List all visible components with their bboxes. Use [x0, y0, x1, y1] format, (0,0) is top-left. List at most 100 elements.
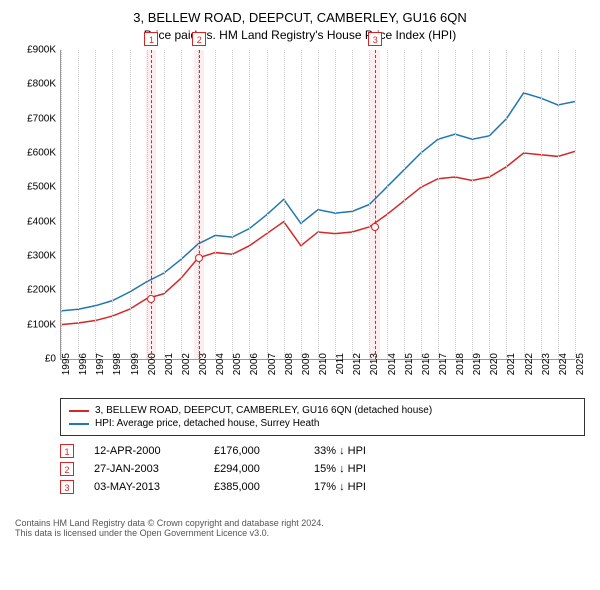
event-date: 12-APR-2000	[94, 445, 194, 457]
x-axis-tick: 2022	[524, 353, 535, 375]
event-date: 03-MAY-2013	[94, 481, 194, 493]
legend-label: 3, BELLEW ROAD, DEEPCUT, CAMBERLEY, GU16…	[95, 405, 432, 416]
legend-row: 3, BELLEW ROAD, DEEPCUT, CAMBERLEY, GU16…	[69, 405, 576, 416]
x-axis-tick: 2020	[489, 353, 500, 375]
legend-row: HPI: Average price, detached house, Surr…	[69, 418, 576, 429]
x-axis-tick: 2015	[404, 353, 415, 375]
x-axis-tick: 2012	[352, 353, 363, 375]
event-marker-dot	[195, 254, 203, 262]
grid-line-vertical	[181, 50, 182, 359]
x-axis-tick: 2006	[249, 353, 260, 375]
y-axis-tick: £100K	[16, 319, 56, 330]
event-diff: 17% ↓ HPI	[314, 481, 414, 493]
grid-line-vertical	[164, 50, 165, 359]
grid-line-vertical	[95, 50, 96, 359]
x-axis-tick: 2008	[284, 353, 295, 375]
y-axis-tick: £0	[16, 354, 56, 365]
x-axis-tick: 2023	[541, 353, 552, 375]
event-price: £385,000	[214, 481, 294, 493]
x-axis-tick: 2002	[181, 353, 192, 375]
grid-line-vertical	[232, 50, 233, 359]
grid-line-vertical	[284, 50, 285, 359]
grid-line-vertical	[541, 50, 542, 359]
grid-line-vertical	[489, 50, 490, 359]
legend-swatch	[69, 423, 89, 425]
grid-line-vertical	[421, 50, 422, 359]
grid-line-vertical	[249, 50, 250, 359]
x-axis-tick: 2019	[472, 353, 483, 375]
grid-line-vertical	[438, 50, 439, 359]
event-date: 27-JAN-2003	[94, 463, 194, 475]
x-axis-tick: 2018	[455, 353, 466, 375]
grid-line-vertical	[575, 50, 576, 359]
event-marker-dot	[371, 223, 379, 231]
chart-area: £0£100K£200K£300K£400K£500K£600K£700K£80…	[60, 50, 575, 390]
y-axis-tick: £600K	[16, 148, 56, 159]
x-axis-tick: 1998	[112, 353, 123, 375]
grid-line-vertical	[318, 50, 319, 359]
y-axis-tick: £300K	[16, 251, 56, 262]
event-marker-badge: 3	[368, 32, 382, 46]
x-axis-tick: 2005	[232, 353, 243, 375]
grid-line-vertical	[455, 50, 456, 359]
x-axis-tick: 2014	[387, 353, 398, 375]
footer-attribution: Contains HM Land Registry data © Crown c…	[15, 518, 600, 538]
x-axis-tick: 2016	[421, 353, 432, 375]
events-table: 1 12-APR-2000 £176,000 33% ↓ HPI 2 27-JAN-200…	[60, 444, 585, 494]
grid-line-vertical	[112, 50, 113, 359]
x-axis-tick: 2009	[301, 353, 312, 375]
chart-title: 3, BELLEW ROAD, DEEPCUT, CAMBERLEY, GU16…	[15, 10, 585, 25]
x-axis-tick: 1995	[61, 353, 72, 375]
grid-line-vertical	[558, 50, 559, 359]
x-axis-tick: 2011	[335, 353, 346, 375]
event-badge: 1	[60, 444, 74, 458]
x-axis-tick: 2025	[575, 353, 586, 375]
grid-line-vertical	[335, 50, 336, 359]
grid-line-vertical	[215, 50, 216, 359]
chart-container: 3, BELLEW ROAD, DEEPCUT, CAMBERLEY, GU16…	[0, 0, 600, 508]
x-axis-tick: 2010	[318, 353, 329, 375]
grid-line-vertical	[78, 50, 79, 359]
event-marker-line	[151, 50, 152, 359]
event-price: £176,000	[214, 445, 294, 457]
footer-line1: Contains HM Land Registry data © Crown c…	[15, 518, 600, 528]
x-axis-tick: 1996	[78, 353, 89, 375]
x-axis-tick: 2007	[267, 353, 278, 375]
event-marker-badge: 2	[192, 32, 206, 46]
x-axis-tick: 2001	[164, 353, 175, 375]
x-axis-tick: 2004	[215, 353, 226, 375]
grid-line-vertical	[387, 50, 388, 359]
y-axis-tick: £500K	[16, 182, 56, 193]
y-axis-tick: £400K	[16, 216, 56, 227]
y-axis-tick: £900K	[16, 45, 56, 56]
x-axis-tick: 2024	[558, 353, 569, 375]
chart-subtitle: Price paid vs. HM Land Registry's House …	[15, 28, 585, 42]
grid-line-vertical	[506, 50, 507, 359]
event-diff: 33% ↓ HPI	[314, 445, 414, 457]
grid-line-vertical	[267, 50, 268, 359]
event-row: 227-JAN-2003£294,00015% ↓ HPI	[60, 462, 585, 476]
event-marker-line	[375, 50, 376, 359]
grid-line-vertical	[301, 50, 302, 359]
grid-line-vertical	[472, 50, 473, 359]
grid-line-vertical	[352, 50, 353, 359]
x-axis-tick: 1999	[130, 353, 141, 375]
event-marker-badge: 1	[144, 32, 158, 46]
event-badge: 3	[60, 480, 74, 494]
event-price: £294,000	[214, 463, 294, 475]
grid-line-vertical	[130, 50, 131, 359]
footer-line2: This data is licensed under the Open Gov…	[15, 528, 600, 538]
event-marker-line	[199, 50, 200, 359]
event-badge: 2	[60, 462, 74, 476]
x-axis-tick: 2017	[438, 353, 449, 375]
grid-line-vertical	[61, 50, 62, 359]
event-row: 3 03-MAY-2013 £385,000 17% ↓ HPI	[60, 480, 585, 494]
event-marker-dot	[147, 295, 155, 303]
x-axis-tick: 2021	[506, 353, 517, 375]
y-axis-tick: £700K	[16, 113, 56, 124]
grid-line-vertical	[524, 50, 525, 359]
legend-label: HPI: Average price, detached house, Surr…	[95, 418, 319, 429]
y-axis-tick: £200K	[16, 285, 56, 296]
y-axis-tick: £800K	[16, 79, 56, 90]
grid-line-vertical	[404, 50, 405, 359]
